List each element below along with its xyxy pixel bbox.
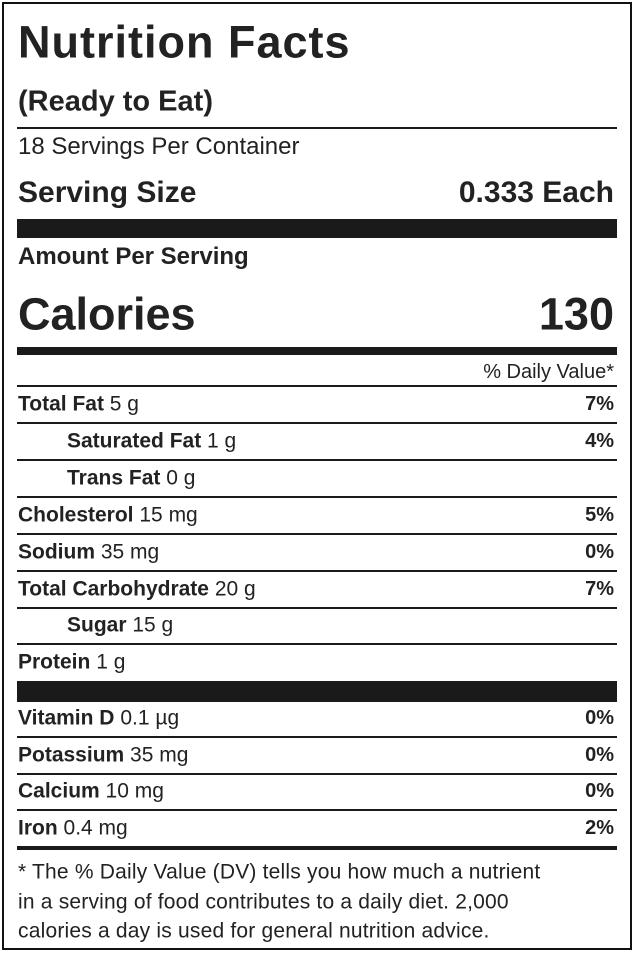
nutrient-name: Total Fat	[18, 392, 104, 416]
nutrient-name: Sodium	[18, 540, 95, 564]
nutrient-amount: 10 mg	[105, 779, 164, 803]
title: Nutrition Facts	[18, 16, 351, 68]
footnote-line: in a serving of food contributes to a da…	[18, 890, 509, 913]
nutrient-amount: 35 mg	[100, 540, 160, 564]
separator	[17, 681, 617, 702]
nutrient-amount: 5 g	[109, 392, 139, 416]
separator	[17, 772, 617, 775]
nutrient-amount: 15 g	[132, 613, 174, 637]
separator	[17, 809, 617, 812]
nutrient-row: Total Fat 5 g	[18, 394, 139, 415]
nutrient-amount: 0.4 mg	[63, 816, 128, 840]
nutrient-amount: 1 g	[96, 650, 126, 674]
footnote-line: calories a day is used for general nutri…	[18, 919, 490, 943]
separator	[17, 347, 617, 355]
nutrient-row: Trans Fat 0 g	[67, 467, 195, 488]
separator	[17, 422, 617, 424]
daily-value: 4%	[585, 429, 614, 452]
serving-size-label: Serving Size	[18, 176, 197, 209]
nutrient-amount: 0.1 µg	[120, 706, 180, 730]
daily-value: 0%	[585, 540, 614, 563]
nutrient-name: Total Carbohydrate	[18, 577, 209, 600]
separator	[17, 219, 617, 238]
daily-value-header: % Daily Value*	[483, 361, 614, 383]
daily-value: 2%	[585, 817, 614, 840]
subtitle: (Ready to Eat)	[18, 85, 213, 118]
nutrient-amount: 1 g	[207, 429, 237, 453]
separator	[17, 532, 617, 535]
servings: 18 Servings Per Container	[18, 133, 300, 160]
nutrient-name: Cholesterol	[18, 503, 134, 527]
nutrient-name: Protein	[18, 650, 91, 674]
nutrient-name: Potassium	[18, 743, 125, 767]
daily-value: 7%	[585, 577, 614, 600]
separator	[17, 736, 617, 738]
nutrient-name: Vitamin D	[18, 706, 115, 730]
daily-value: 0%	[585, 707, 614, 729]
nutrient-row: Sugar 15 g	[67, 615, 173, 636]
separator	[17, 127, 617, 129]
separator	[17, 643, 617, 646]
daily-value: 5%	[585, 503, 614, 526]
nutrient-amount: 15 mg	[139, 503, 198, 527]
nutrient-name: Saturated Fat	[67, 429, 202, 453]
calories-value: 130	[538, 288, 614, 340]
separator	[17, 458, 617, 461]
nutrient-name: Iron	[18, 816, 58, 840]
amount-per-serving: Amount Per Serving	[18, 243, 249, 270]
daily-value: 0%	[585, 743, 614, 766]
nutrient-amount: 35 mg	[130, 743, 189, 767]
nutrient-row: Iron 0.4 mg	[18, 818, 128, 839]
nutrient-row: Protein 1 g	[18, 652, 125, 673]
separator	[17, 606, 617, 609]
nutrient-row: Saturated Fat 1 g	[67, 430, 236, 451]
nutrient-name: Sugar	[67, 613, 127, 637]
nutrient-row: Sodium 35 mg	[18, 541, 159, 562]
nutrient-row: Potassium 35 mg	[18, 744, 188, 765]
nutrient-name: Trans Fat	[67, 466, 161, 490]
nutrient-amount: 20 g	[214, 577, 256, 600]
serving-size-value: 0.333 Each	[458, 176, 614, 209]
nutrient-row: Total Carbohydrate 20 g	[18, 578, 256, 599]
nutrient-amount: 0 g	[166, 466, 196, 490]
daily-value: 7%	[585, 393, 614, 415]
separator	[17, 569, 617, 572]
separator	[17, 846, 617, 850]
footnote-line: * The % Daily Value (DV) tells you how m…	[18, 860, 541, 884]
separator	[17, 495, 617, 498]
nutrient-row: Cholesterol 15 mg	[18, 504, 198, 525]
nutrient-name: Calcium	[18, 779, 100, 803]
calories-label: Calories	[18, 288, 196, 340]
separator	[17, 385, 617, 387]
daily-value: 0%	[585, 780, 614, 803]
nutrient-row: Calcium 10 mg	[18, 781, 164, 802]
nutrient-row: Vitamin D 0.1 µg	[18, 708, 179, 729]
